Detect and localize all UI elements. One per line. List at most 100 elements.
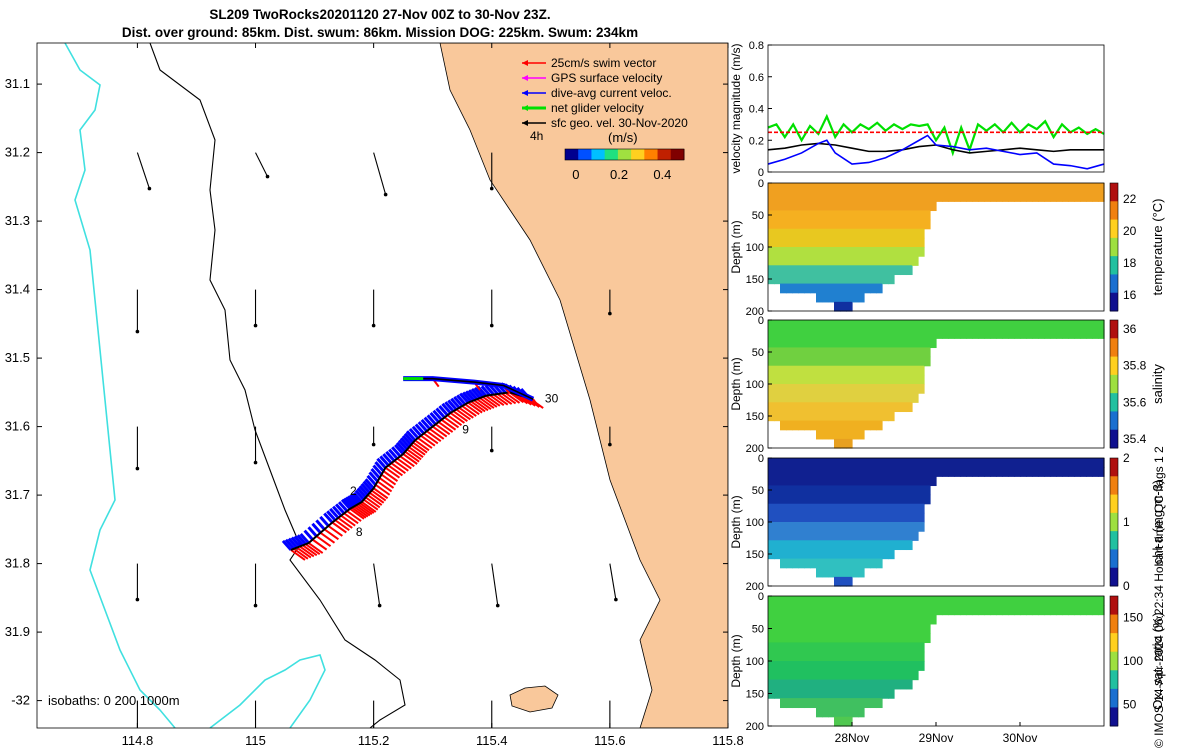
- heatmap-cell: [894, 329, 901, 339]
- heatmap-cell: [918, 183, 925, 193]
- heatmap-cell: [912, 393, 919, 403]
- heatmap-cell: [882, 256, 889, 266]
- heatmap-cell: [882, 623, 889, 634]
- heatmap-cell: [912, 596, 919, 606]
- heatmap-cell: [852, 531, 859, 541]
- heatmap-cell: [786, 531, 793, 541]
- heatmap-cell: [816, 374, 823, 385]
- heatmap-cell: [768, 503, 775, 514]
- heatmap-cell: [864, 237, 871, 248]
- heatmap-cell: [792, 558, 799, 569]
- heatmap-cell: [858, 256, 865, 266]
- current-vector-mark: [299, 533, 310, 545]
- heatmap-cell: [846, 651, 853, 662]
- heatmap-cell: [876, 467, 883, 477]
- heatmap-cell: [1002, 329, 1009, 339]
- current-vector-mark: [444, 401, 455, 413]
- heatmap-cell: [864, 688, 871, 699]
- map-y-tick-label: 31.6: [5, 419, 30, 434]
- heatmap-cell: [858, 558, 865, 569]
- heatmap-cell: [828, 228, 835, 239]
- heatmap-cell: [876, 338, 883, 349]
- heatmap-cell: [774, 320, 781, 330]
- heatmap-cell: [894, 512, 901, 523]
- heatmap-cell: [918, 329, 925, 339]
- heatmap-cell: [876, 596, 883, 606]
- geo-vector-head: [377, 603, 382, 608]
- swim-vector-mark: [340, 514, 356, 527]
- heatmap-cell: [876, 670, 883, 681]
- heatmap-cell: [780, 347, 787, 358]
- heatmap-cell: [858, 237, 865, 248]
- heatmap-cell: [828, 201, 835, 212]
- heatmap-cell: [876, 393, 883, 403]
- heatmap-cell: [822, 228, 829, 239]
- heatmap-cell: [840, 183, 847, 193]
- heatmap-cell: [864, 651, 871, 662]
- heatmap-cell: [846, 274, 853, 285]
- heatmap-cell: [780, 265, 787, 276]
- heatmap-cell: [852, 393, 859, 403]
- heatmap-cell: [870, 320, 877, 330]
- current-vector-mark: [426, 414, 437, 426]
- heatmap-cell: [840, 707, 847, 718]
- swim-vector-mark: [315, 535, 332, 548]
- colorbar-segment: [578, 149, 592, 160]
- heatmap-cell: [822, 247, 829, 257]
- heatmap-cell: [804, 494, 811, 505]
- heatmap-cell: [840, 679, 847, 690]
- heatmap-cell: [942, 192, 949, 202]
- heatmap-cell: [906, 503, 913, 514]
- heatmap-cell: [768, 476, 775, 487]
- colorbar-segment: [1110, 429, 1118, 449]
- heatmap-cell: [834, 301, 841, 312]
- heatmap-cell: [918, 642, 925, 653]
- heatmap-cell: [930, 183, 937, 193]
- heatmap-cell: [798, 265, 805, 276]
- heatmap-cell: [810, 688, 817, 699]
- heatmap-cell: [852, 384, 859, 394]
- heatmap-cell: [792, 420, 799, 431]
- heatmap-cell: [846, 219, 853, 230]
- heatmap-cell: [798, 476, 805, 487]
- heatmap-cell: [816, 540, 823, 551]
- heatmap-cell: [1008, 192, 1015, 202]
- heatmap-cell: [858, 485, 865, 496]
- heatmap-cell: [804, 201, 811, 212]
- heatmap-cell: [912, 201, 919, 212]
- heatmap-cell: [1026, 596, 1033, 606]
- heatmap-cell: [792, 329, 799, 339]
- heatmap-cell: [1056, 183, 1063, 193]
- heatmap-cell: [918, 458, 925, 468]
- heatmap-cell: [912, 347, 919, 358]
- swim-vector-mark: [532, 398, 540, 408]
- heatmap-cell: [864, 503, 871, 514]
- heatmap-cell: [1032, 192, 1039, 202]
- heatmap-cell: [822, 467, 829, 477]
- heatmap-cell: [1074, 605, 1081, 616]
- heatmap-cell: [834, 201, 841, 212]
- heatmap-cell: [900, 476, 907, 487]
- heatmap-cell: [918, 485, 925, 496]
- current-vector-mark: [358, 485, 369, 497]
- heatmap-cell: [774, 247, 781, 257]
- heatmap-cell: [846, 558, 853, 569]
- legend-arrow-icon: [522, 90, 528, 96]
- heatmap-cell: [828, 522, 835, 532]
- depth-y-tick-label: 0: [758, 453, 764, 465]
- heatmap-cell: [864, 210, 871, 221]
- heatmap-cell: [864, 661, 871, 671]
- heatmap-cell: [846, 614, 853, 625]
- swim-vector-mark: [410, 444, 426, 456]
- heatmap-cell: [786, 458, 793, 468]
- colorbar-tick-label: 0: [1123, 579, 1130, 593]
- heatmap-cell: [792, 605, 799, 616]
- heatmap-cell: [918, 192, 925, 202]
- isobath-200m: [149, 43, 406, 728]
- current-vector-mark: [319, 515, 330, 527]
- map-y-tick-label: 31.5: [5, 350, 30, 365]
- heatmap-cell: [786, 402, 793, 413]
- heatmap-cell: [804, 329, 811, 339]
- heatmap-cell: [786, 623, 793, 634]
- swim-vector-mark: [473, 399, 489, 412]
